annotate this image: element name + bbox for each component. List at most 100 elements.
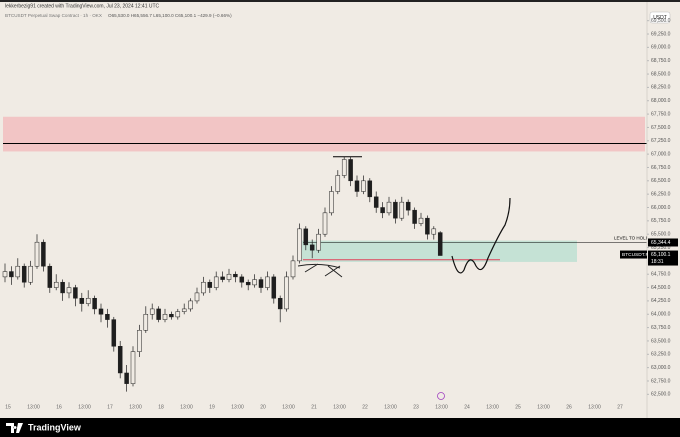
event-icon[interactable]	[437, 392, 445, 400]
x-tick-label: 13:00	[78, 404, 91, 410]
candle-body	[73, 287, 78, 299]
y-tick-label: 67,250.0	[651, 138, 671, 144]
x-tick-label: 27	[617, 404, 623, 410]
countdown: 18:31	[651, 259, 664, 265]
candle-body	[239, 276, 245, 283]
candle-body	[354, 180, 360, 192]
candle-body	[329, 191, 334, 214]
candle-body	[207, 281, 213, 288]
y-tick-label: 65,250.0	[651, 245, 671, 251]
y-tick-label: 62,500.0	[651, 392, 671, 398]
x-tick-label: 13:00	[384, 404, 397, 410]
x-tick-label: 13:00	[588, 404, 601, 410]
scribble	[297, 263, 343, 278]
level-to-hold-text: LEVEL TO HOLD	[614, 236, 650, 241]
x-tick-label: 13:00	[435, 404, 448, 410]
candle-body	[386, 201, 392, 214]
last-price-tag	[648, 250, 678, 266]
candle-body	[373, 196, 379, 208]
plot-area: 15 13:00 16 13:00 17 13:00 18 13:00 19 13:00 20 13:…	[2, 116, 650, 410]
candle-body	[9, 271, 14, 278]
x-tick-label: 13:00	[333, 404, 346, 410]
candle-body	[258, 279, 264, 288]
brand: TradingView	[28, 422, 82, 432]
candle-body	[79, 297, 85, 304]
x-tick-label: 13:00	[486, 404, 499, 410]
candle-body	[380, 207, 385, 214]
y-tick-label: 64,750.0	[651, 272, 671, 278]
candle-body	[309, 244, 315, 251]
candle-body	[156, 308, 161, 320]
x-tick-label: 13:00	[180, 404, 193, 410]
x-tick-label: 26	[566, 404, 572, 410]
x-tick-label: 17	[107, 404, 113, 410]
y-tick-label: 66,750.0	[651, 165, 671, 171]
candle-body	[117, 346, 123, 374]
candle-body	[85, 297, 91, 304]
symbol-tag-label: BTCUSDT.P	[622, 252, 649, 258]
candle-body	[412, 209, 417, 224]
y-tick-label: 68,250.0	[651, 85, 671, 91]
price-tag-label: 65,344.4	[651, 240, 671, 246]
candle-body	[53, 281, 59, 288]
candle-body	[92, 297, 97, 310]
candle-body	[393, 201, 398, 219]
candle-body	[175, 311, 181, 318]
candle-body	[297, 228, 302, 262]
candle-body	[111, 319, 117, 347]
x-tick-label: 19	[209, 404, 215, 410]
candle-body	[220, 276, 225, 280]
last-price-label: 65,100.1	[651, 252, 671, 258]
y-tick-label: 67,000.0	[651, 151, 671, 157]
candle-body	[66, 287, 72, 294]
candle-body	[437, 232, 443, 256]
candle-body	[41, 241, 46, 267]
candle-body	[34, 241, 40, 267]
projection-drawing	[451, 197, 511, 274]
x-tick-label: 23	[413, 404, 419, 410]
ohlc-line: O65,530.0 H65,556.7 L65,100.0 C65,100.1 …	[108, 13, 232, 18]
candle-body	[265, 276, 270, 288]
x-tick-label: 18	[158, 404, 164, 410]
y-tick-label: 65,750.0	[651, 218, 671, 224]
author-line: lekkerbezig91 created with TradingView.c…	[5, 3, 160, 9]
candle-body	[130, 351, 136, 384]
candle-body	[367, 180, 373, 198]
candle-body	[47, 265, 53, 288]
candle-body	[149, 308, 155, 315]
candle-body	[322, 212, 328, 235]
candle-body	[348, 159, 353, 182]
candle-body	[418, 217, 424, 224]
x-tick-label: 13:00	[231, 404, 244, 410]
candle-body	[335, 175, 341, 192]
candle-body	[181, 308, 187, 312]
x-tick-label: 16	[56, 404, 62, 410]
x-tick-label: 13:00	[129, 404, 142, 410]
candle-body	[213, 276, 219, 288]
y-tick-label: 63,750.0	[651, 325, 671, 331]
candle-body	[60, 281, 65, 294]
candle-body	[124, 372, 129, 384]
y-tick-label: 68,750.0	[651, 58, 671, 64]
candle-body	[245, 281, 251, 286]
price-axis	[647, 2, 680, 418]
y-tick-label: 64,000.0	[651, 312, 671, 318]
x-tick-label: 15	[5, 404, 11, 410]
candle-body	[169, 314, 174, 318]
y-tick-label: 69,500.0	[651, 18, 671, 24]
candle-body	[188, 300, 193, 310]
candle-body	[425, 217, 430, 235]
currency-box[interactable]	[649, 11, 671, 24]
price-axis-labels: 62,500.0 62,750.0 63,000.0 63,250.0 63,500.0…	[647, 18, 671, 398]
y-tick-label: 63,250.0	[651, 352, 671, 358]
y-tick-label: 64,250.0	[651, 298, 671, 304]
candle-body	[284, 276, 289, 310]
candle-body	[399, 201, 405, 219]
candle-body	[201, 281, 206, 294]
x-tick-label: 13:00	[282, 404, 295, 410]
x-tick-label: 22	[362, 404, 368, 410]
candle-body	[98, 308, 104, 315]
candle-body	[277, 297, 283, 310]
